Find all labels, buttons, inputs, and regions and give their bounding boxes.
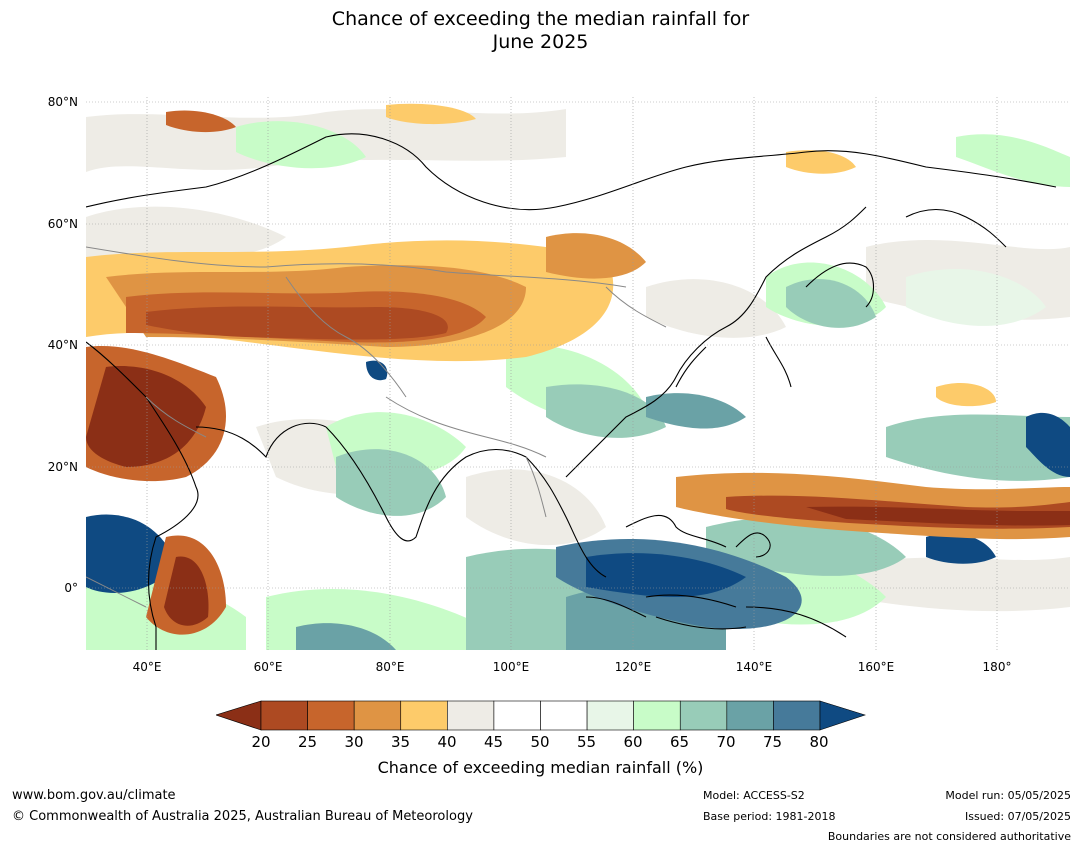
lon-label-60e: 60°E bbox=[253, 660, 283, 674]
cb-tick-35: 35 bbox=[390, 733, 411, 751]
cb-tick-55: 55 bbox=[576, 733, 597, 751]
cb-tick-45: 45 bbox=[483, 733, 504, 751]
cb-tick-65: 65 bbox=[669, 733, 690, 751]
title-line-1: Chance of exceeding the median rainfall … bbox=[331, 8, 750, 30]
footer-website: www.bom.gov.au/climate bbox=[12, 788, 176, 803]
dry-patches bbox=[86, 103, 1070, 635]
colorbar-under-arrow bbox=[216, 700, 262, 731]
cb-tick-80: 80 bbox=[809, 733, 829, 751]
footer-copyright: © Commonwealth of Australia 2025, Austra… bbox=[12, 809, 473, 824]
colorbar-segment bbox=[540, 700, 588, 731]
lon-label-120e: 120°E bbox=[614, 660, 652, 674]
colorbar-segment bbox=[307, 700, 355, 731]
colorbar-segment bbox=[633, 700, 681, 731]
colorbar-segments bbox=[260, 700, 821, 731]
lon-label-80e: 80°E bbox=[375, 660, 405, 674]
lon-label-140e: 140°E bbox=[735, 660, 773, 674]
cb-tick-70: 70 bbox=[716, 733, 736, 751]
map-title: Chance of exceeding the median rainfall … bbox=[0, 8, 1081, 54]
colorbar-segment bbox=[400, 700, 448, 731]
footer-issued: Issued: 07/05/2025 bbox=[964, 810, 1071, 823]
lon-label-180: 180° bbox=[982, 660, 1012, 674]
lat-label-20n: 20°N bbox=[47, 460, 78, 474]
lat-label-80n: 80°N bbox=[47, 95, 78, 109]
cb-tick-75: 75 bbox=[762, 733, 783, 751]
cb-tick-30: 30 bbox=[344, 733, 364, 751]
coastlines bbox=[86, 133, 1057, 650]
footer-disclaimer: Boundaries are not considered authoritat… bbox=[827, 830, 1071, 843]
colorbar-segment bbox=[493, 700, 541, 731]
footer-model: Model: ACCESS-S2 bbox=[703, 789, 805, 802]
colorbar-segment bbox=[726, 700, 774, 731]
cb-tick-25: 25 bbox=[297, 733, 318, 751]
colorbar-over-arrow bbox=[819, 700, 866, 731]
colorbar-segment bbox=[260, 700, 308, 731]
colorbar-segment bbox=[773, 700, 821, 731]
colorbar-segment bbox=[447, 700, 495, 731]
cb-tick-60: 60 bbox=[623, 733, 643, 751]
cb-tick-40: 40 bbox=[437, 733, 457, 751]
footer-base-period: Base period: 1981-2018 bbox=[703, 810, 836, 823]
lon-label-100e: 100°E bbox=[492, 660, 530, 674]
colorbar-segment bbox=[679, 700, 728, 731]
footer-model-run: Model run: 05/05/2025 bbox=[945, 789, 1071, 802]
rainfall-map bbox=[86, 97, 1070, 650]
cb-tick-50: 50 bbox=[530, 733, 550, 751]
lon-label-160e: 160°E bbox=[857, 660, 895, 674]
title-line-2: June 2025 bbox=[492, 31, 589, 53]
lat-label-0: 0° bbox=[64, 581, 78, 595]
colorbar-segment bbox=[586, 700, 634, 731]
rainfall-map-svg bbox=[86, 97, 1070, 650]
lon-label-40e: 40°E bbox=[132, 660, 162, 674]
colorbar bbox=[216, 700, 866, 731]
graticule bbox=[86, 97, 1070, 650]
colorbar-label: Chance of exceeding median rainfall (%) bbox=[377, 758, 704, 777]
blue-patches bbox=[86, 360, 1070, 629]
cb-tick-20: 20 bbox=[251, 733, 271, 751]
borders bbox=[86, 246, 667, 608]
colorbar-segment bbox=[353, 700, 402, 731]
lat-label-60n: 60°N bbox=[47, 217, 78, 231]
lat-label-40n: 40°N bbox=[47, 338, 78, 352]
